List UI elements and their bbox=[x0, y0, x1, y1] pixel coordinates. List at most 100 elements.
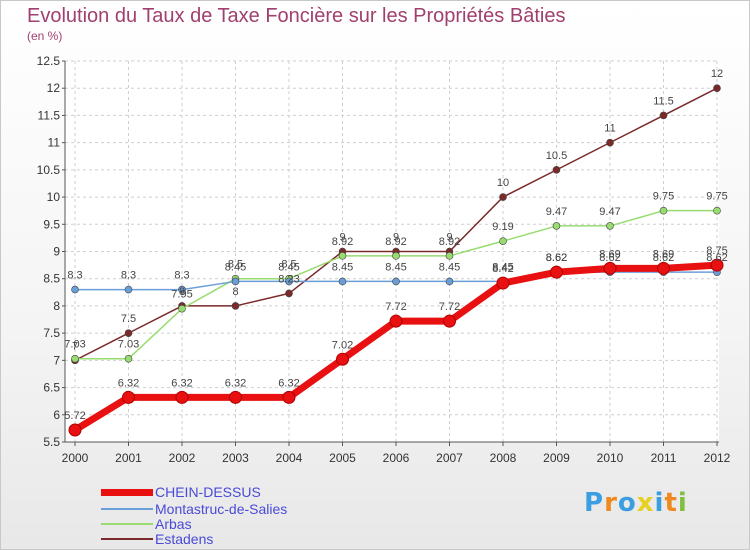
x-tick-label: 2010 bbox=[597, 451, 624, 465]
data-point-arbas bbox=[71, 354, 79, 363]
y-tick-label: 12 bbox=[47, 81, 61, 95]
x-tick-label: 2012 bbox=[704, 451, 731, 465]
data-point-montastruc-de-salies bbox=[285, 277, 293, 286]
data-label-montastruc-de-salies: 8.62 bbox=[599, 252, 620, 264]
data-label-chein-dessus: 6.32 bbox=[171, 377, 192, 389]
data-point-montastruc-de-salies bbox=[71, 285, 79, 294]
data-label-estadens: 9 bbox=[446, 232, 452, 244]
y-tick-label: 11.5 bbox=[38, 108, 61, 122]
legend-item-chein-dessus: CHEIN-DESSUS bbox=[101, 485, 261, 499]
x-tick-label: 2007 bbox=[436, 451, 463, 465]
y-tick-label: 6 bbox=[53, 408, 60, 422]
data-point-estadens bbox=[231, 302, 240, 310]
data-label-estadens: 9 bbox=[393, 232, 399, 244]
legend-swatch bbox=[101, 523, 153, 525]
data-point-arbas bbox=[499, 237, 507, 245]
data-label-montastruc-de-salies: 8.45 bbox=[492, 261, 513, 273]
x-tick-label: 2009 bbox=[543, 451, 570, 465]
data-label-chein-dessus: 8.75 bbox=[706, 245, 727, 257]
legend-swatch bbox=[101, 488, 153, 496]
x-tick-label: 2008 bbox=[490, 451, 517, 465]
y-tick-label: 6.5 bbox=[43, 381, 60, 395]
data-point-chein-dessus bbox=[336, 352, 349, 366]
data-label-arbas: 7.03 bbox=[118, 339, 139, 351]
data-label-estadens: 7 bbox=[72, 340, 78, 352]
x-tick-label: 2003 bbox=[222, 451, 249, 465]
data-point-chein-dessus bbox=[175, 390, 189, 404]
chart-title: Evolution du Taux de Taxe Foncière sur l… bbox=[27, 5, 566, 27]
data-label-chein-dessus: 8.62 bbox=[546, 252, 567, 264]
data-point-arbas bbox=[713, 206, 721, 215]
data-label-montastruc-de-salies: 8.62 bbox=[706, 252, 727, 264]
data-label-arbas: 8.5 bbox=[281, 259, 296, 271]
data-point-estadens bbox=[713, 84, 721, 93]
data-point-montastruc-de-salies bbox=[392, 277, 400, 286]
data-label-arbas: 9.19 bbox=[492, 221, 513, 233]
data-label-estadens: 11 bbox=[604, 123, 615, 135]
data-label-montastruc-de-salies: 8.45 bbox=[439, 261, 460, 273]
data-label-estadens: 10 bbox=[497, 177, 509, 189]
legend-item-arbas: Arbas bbox=[101, 517, 192, 531]
x-tick-label: 2001 bbox=[115, 451, 142, 465]
y-tick-label: 11 bbox=[48, 136, 61, 150]
data-label-estadens: 10.5 bbox=[546, 150, 567, 162]
data-point-arbas bbox=[445, 252, 454, 260]
x-tick-label: 2002 bbox=[169, 451, 196, 465]
logo-letter: x bbox=[636, 488, 655, 518]
data-point-montastruc-de-salies bbox=[124, 285, 133, 294]
data-point-chein-dessus bbox=[282, 390, 296, 404]
data-label-estadens: 11.5 bbox=[653, 95, 674, 107]
data-point-montastruc-de-salies bbox=[178, 285, 186, 294]
data-point-chein-dessus bbox=[68, 423, 82, 437]
data-point-chein-dessus bbox=[657, 261, 670, 275]
x-tick-label: 2011 bbox=[651, 451, 677, 465]
data-point-montastruc-de-salies bbox=[338, 277, 347, 286]
y-tick-label: 12.5 bbox=[37, 54, 61, 68]
data-label-chein-dessus: 8.69 bbox=[653, 248, 674, 260]
data-point-estadens bbox=[659, 111, 668, 120]
data-label-chein-dessus: 7.72 bbox=[385, 301, 406, 313]
data-point-arbas bbox=[659, 206, 668, 215]
data-label-montastruc-de-salies: 8.45 bbox=[385, 261, 406, 273]
legend-swatch bbox=[101, 538, 153, 540]
data-label-estadens: 7.5 bbox=[121, 313, 136, 325]
data-point-arbas bbox=[552, 222, 561, 230]
data-point-arbas bbox=[338, 252, 347, 260]
data-label-montastruc-de-salies: 8.3 bbox=[174, 270, 189, 282]
proxiti-logo: Proxiti bbox=[584, 488, 688, 518]
data-point-chein-dessus bbox=[122, 390, 135, 404]
data-label-montastruc-de-salies: 8.45 bbox=[225, 261, 246, 273]
data-point-estadens bbox=[499, 193, 507, 201]
data-label-montastruc-de-salies: 8.3 bbox=[67, 270, 82, 282]
data-label-estadens: 8.23 bbox=[278, 273, 299, 285]
unit-label: (en %) bbox=[27, 29, 63, 43]
y-tick-label: 8 bbox=[53, 299, 60, 313]
data-point-chein-dessus bbox=[443, 314, 456, 328]
y-tick-label: 9.5 bbox=[43, 217, 60, 231]
legend-label: CHEIN-DESSUS bbox=[155, 484, 261, 500]
logo-letter: o bbox=[617, 488, 637, 518]
data-point-estadens bbox=[552, 166, 561, 174]
data-point-chein-dessus bbox=[603, 261, 617, 275]
data-label-chein-dessus: 8.69 bbox=[599, 248, 620, 260]
data-point-chein-dessus bbox=[389, 314, 403, 328]
data-label-chein-dessus: 5.72 bbox=[64, 410, 85, 422]
data-label-montastruc-de-salies: 8.45 bbox=[332, 261, 353, 273]
logo-letter: r bbox=[604, 488, 618, 518]
data-label-estadens: 8 bbox=[232, 286, 238, 298]
data-label-arbas: 8.92 bbox=[332, 236, 353, 248]
data-point-montastruc-de-salies bbox=[445, 277, 454, 286]
data-label-estadens: 9 bbox=[339, 232, 345, 244]
legend-label: Estadens bbox=[155, 531, 214, 547]
data-label-arbas: 7.95 bbox=[171, 289, 192, 301]
data-point-chein-dessus bbox=[550, 265, 563, 279]
data-point-arbas bbox=[124, 354, 133, 363]
y-tick-label: 7 bbox=[53, 353, 60, 367]
data-point-estadens bbox=[124, 329, 133, 337]
logo-letter: i bbox=[654, 488, 665, 518]
data-label-estadens: 12 bbox=[711, 68, 723, 80]
x-tick-label: 2005 bbox=[329, 451, 356, 465]
data-label-arbas: 8.5 bbox=[228, 259, 243, 271]
